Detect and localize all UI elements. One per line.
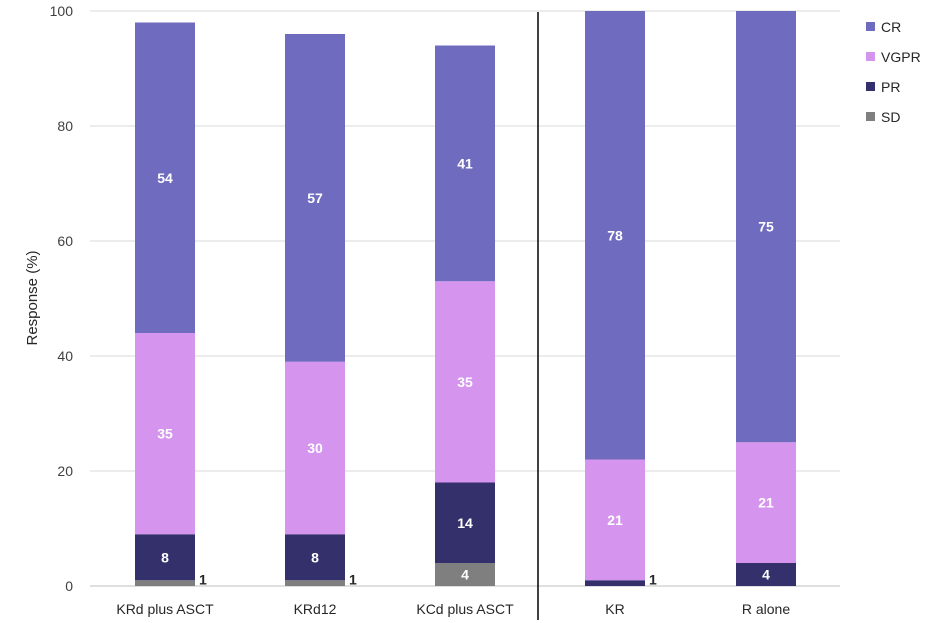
bar-segment-sd xyxy=(435,563,495,586)
bar-segment-cr xyxy=(585,11,645,460)
legend-swatch-pr xyxy=(866,82,875,91)
x-category-label: R alone xyxy=(742,601,790,617)
data-labels: 1 8 35 54 1 8 30 57 4 14 35 41 1 21 78 4 21 75 xyxy=(157,155,774,587)
data-label: 1 xyxy=(349,571,357,587)
bar-segment-pr xyxy=(736,563,796,586)
bar-segment-sd xyxy=(135,580,195,586)
bar-segment-cr xyxy=(135,22,195,333)
data-label: 30 xyxy=(307,440,323,456)
y-tick-label: 20 xyxy=(57,463,73,479)
bar-segment-pr xyxy=(285,534,345,581)
bar-segment-cr xyxy=(285,34,345,362)
data-label: 1 xyxy=(649,571,657,587)
legend-swatch-sd xyxy=(866,112,875,121)
data-label: 57 xyxy=(307,190,323,206)
bar-segment-cr xyxy=(736,11,796,443)
legend-swatch-vgpr xyxy=(866,52,875,61)
legend-label-pr: PR xyxy=(881,79,900,95)
data-label: 8 xyxy=(311,549,319,565)
y-tick-label: 40 xyxy=(57,348,73,364)
legend-swatch-cr xyxy=(866,22,875,31)
data-label: 14 xyxy=(457,515,473,531)
bar-segment-vgpr xyxy=(736,442,796,563)
x-category-label: KCd plus ASCT xyxy=(416,601,514,617)
y-tick-label: 0 xyxy=(65,578,73,594)
legend-label-cr: CR xyxy=(881,19,901,35)
data-label: 4 xyxy=(762,567,770,583)
data-label: 78 xyxy=(607,227,623,243)
legend-label-vgpr: VGPR xyxy=(881,49,921,65)
bar-segment-vgpr xyxy=(435,281,495,483)
bar-segment-cr xyxy=(435,45,495,282)
data-label: 35 xyxy=(457,374,473,390)
x-category-label: KRd plus ASCT xyxy=(116,601,214,617)
x-axis-categories: KRd plus ASCT KRd12 KCd plus ASCT KR R alone xyxy=(116,601,790,617)
data-label: 21 xyxy=(607,512,623,528)
data-label: 35 xyxy=(157,426,173,442)
data-label: 54 xyxy=(157,170,173,186)
y-axis-ticks: 0 20 40 60 80 100 xyxy=(50,3,74,594)
legend: CR VGPR PR SD xyxy=(866,19,921,125)
data-label: 75 xyxy=(758,219,774,235)
y-tick-label: 80 xyxy=(57,118,73,134)
bar-segment-vgpr xyxy=(285,361,345,535)
bar-segment-vgpr xyxy=(135,333,195,535)
bar-segment-pr xyxy=(435,482,495,563)
data-label: 1 xyxy=(199,571,207,587)
data-label: 4 xyxy=(461,567,469,583)
data-label: 41 xyxy=(457,155,473,171)
data-label: 21 xyxy=(758,495,774,511)
data-label: 8 xyxy=(161,549,169,565)
y-axis-label: Response (%) xyxy=(24,250,41,345)
y-tick-label: 60 xyxy=(57,233,73,249)
legend-label-sd: SD xyxy=(881,109,900,125)
bar-segment-pr xyxy=(585,580,645,586)
x-category-label: KR xyxy=(605,601,624,617)
bar-segment-pr xyxy=(135,534,195,581)
bars xyxy=(135,11,796,586)
x-category-label: KRd12 xyxy=(294,601,337,617)
bar-segment-sd xyxy=(285,580,345,586)
y-tick-label: 100 xyxy=(50,3,74,19)
bar-segment-vgpr xyxy=(585,459,645,581)
